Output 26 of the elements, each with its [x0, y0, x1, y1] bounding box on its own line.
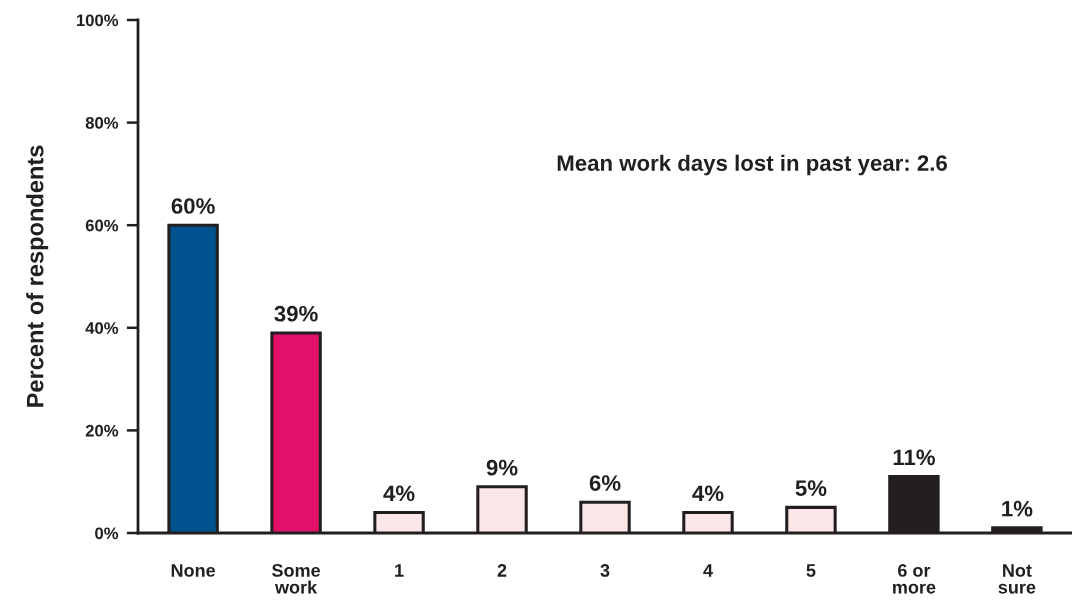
annotation: Mean work days lost in past year: 2.6 — [557, 154, 947, 176]
y-tick-label: 40% — [85, 322, 119, 334]
x-tick-label: 1 — [395, 564, 404, 577]
data-label: 60% — [171, 198, 215, 214]
data-label: 11% — [893, 449, 935, 466]
x-tick-label: 3 — [600, 564, 610, 577]
y-tick-label: 20% — [85, 424, 119, 437]
x-tick-label: 5 — [806, 564, 816, 577]
data-label: 39% — [274, 305, 318, 322]
x-tick-label: Not sure — [998, 564, 1036, 594]
x-tick-label: 6 or more — [893, 564, 936, 594]
data-label: 1% — [1002, 500, 1033, 517]
y-tick-label: 60% — [85, 219, 119, 232]
data-label: 9% — [486, 459, 518, 476]
data-label: 5% — [795, 480, 827, 497]
data-label: 4% — [383, 485, 415, 502]
x-tick-label: None — [171, 564, 216, 577]
y-tick-label: 0% — [95, 527, 119, 540]
y-tick-label: 100% — [76, 14, 119, 27]
data-label: 4% — [692, 485, 724, 502]
x-tick-label: Some work — [272, 564, 321, 594]
x-tick-label: 2 — [497, 564, 507, 577]
data-label: 6% — [589, 475, 621, 491]
y-tick-label: 80% — [85, 117, 119, 129]
x-tick-label: 4 — [703, 564, 713, 577]
y-axis-title: Percent of respondents — [26, 145, 49, 407]
